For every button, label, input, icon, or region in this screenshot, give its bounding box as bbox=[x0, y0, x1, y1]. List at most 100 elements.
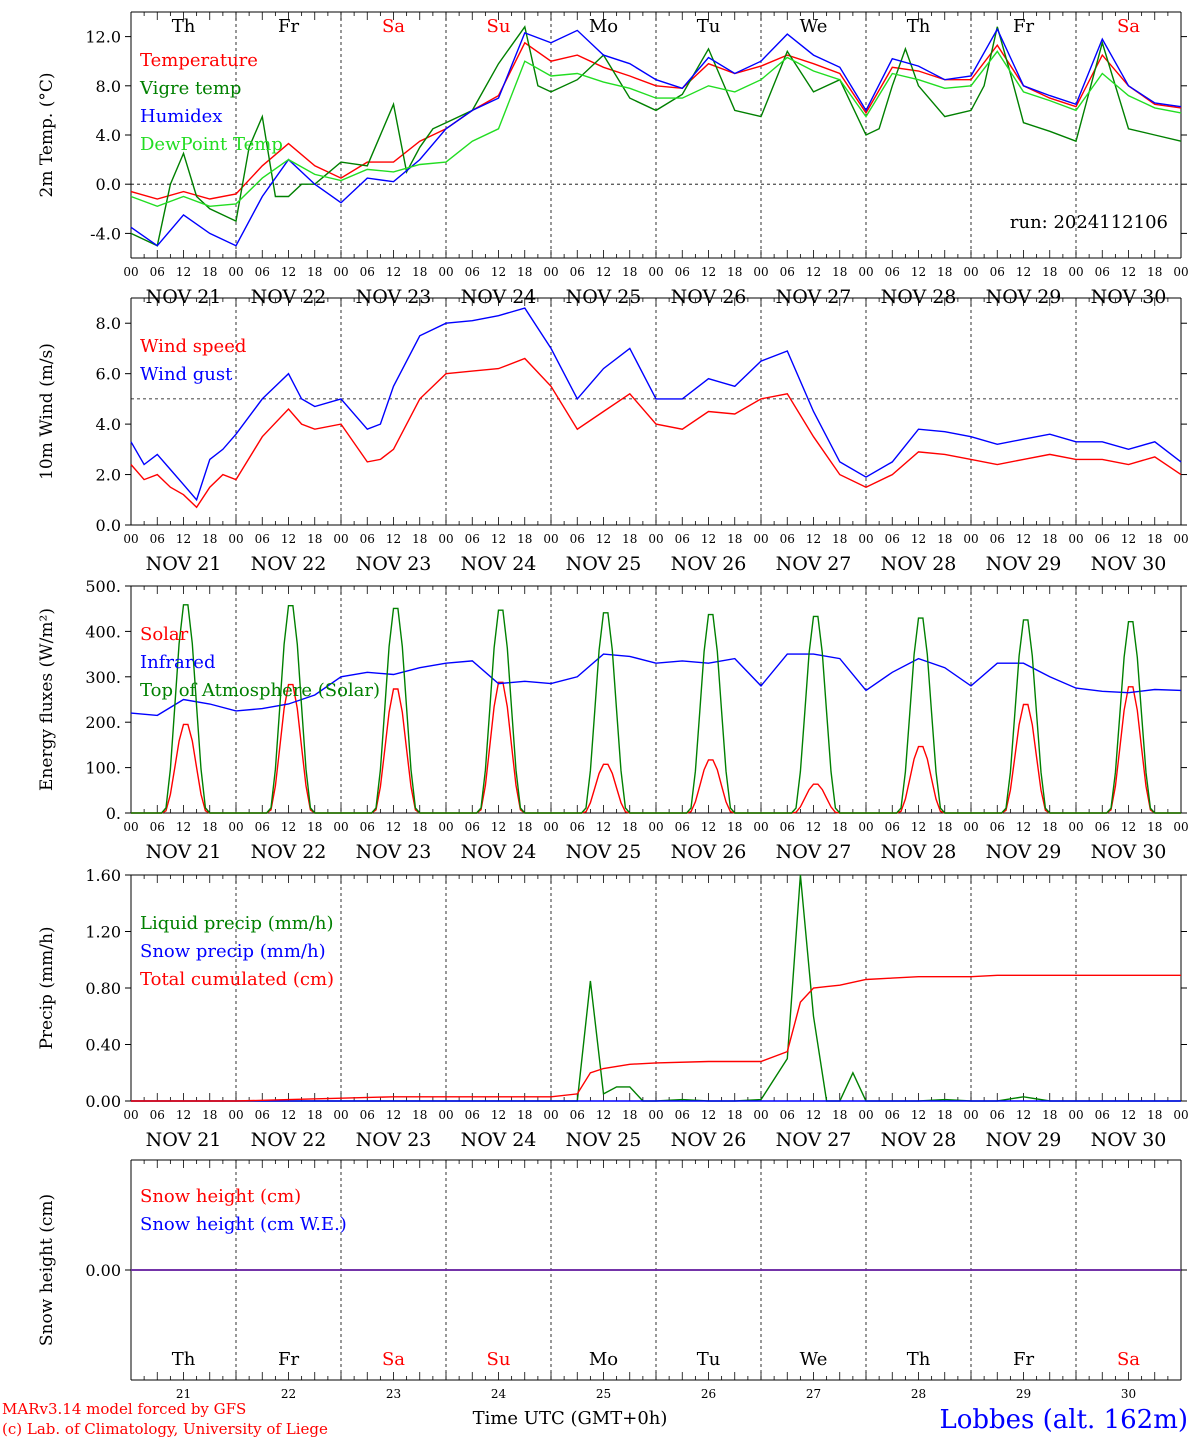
hour-label: 00 bbox=[858, 820, 873, 834]
hour-label: 12 bbox=[386, 820, 401, 834]
hour-label: 12 bbox=[281, 1108, 296, 1122]
hour-label: 06 bbox=[570, 532, 585, 546]
date-label: NOV 25 bbox=[566, 553, 642, 575]
hour-label: 00 bbox=[858, 1108, 873, 1122]
hour-label: 12 bbox=[386, 1108, 401, 1122]
date-label: NOV 21 bbox=[146, 1129, 222, 1151]
hour-label: 00 bbox=[228, 265, 243, 279]
series-line-2 bbox=[130, 307, 1182, 502]
date-label: NOV 24 bbox=[461, 286, 537, 308]
y-tick-label: 1.20 bbox=[85, 923, 121, 942]
date-label: NOV 26 bbox=[671, 1129, 747, 1151]
legend-entry: Snow height (cm) bbox=[140, 1186, 301, 1207]
hour-label: 12 bbox=[596, 265, 611, 279]
y-axis-label: Snow height (cm) bbox=[37, 1194, 57, 1346]
day-number: 21 bbox=[176, 1387, 191, 1401]
day-number: 30 bbox=[1121, 1387, 1136, 1401]
hour-label: 06 bbox=[780, 1108, 795, 1122]
y-tick-label: 500. bbox=[85, 577, 121, 596]
day-name: Sa bbox=[1117, 1349, 1140, 1370]
hour-label: 18 bbox=[832, 820, 847, 834]
series-line-1 bbox=[130, 357, 1182, 509]
date-label: NOV 26 bbox=[671, 841, 747, 863]
legend-entry: Solar bbox=[140, 624, 189, 645]
hour-label: 06 bbox=[780, 532, 795, 546]
hour-label: 12 bbox=[701, 265, 716, 279]
hour-label: 00 bbox=[438, 820, 453, 834]
hour-label: 06 bbox=[360, 820, 375, 834]
hour-label: 06 bbox=[150, 532, 165, 546]
legend-entry: Infrared bbox=[140, 652, 215, 673]
hour-label: 00 bbox=[963, 532, 978, 546]
day-name: Mo bbox=[589, 16, 618, 37]
hour-label: 12 bbox=[1121, 1108, 1136, 1122]
hour-label: 06 bbox=[885, 532, 900, 546]
y-tick-label: 0.0 bbox=[96, 516, 121, 535]
y-tick-label: 0.00 bbox=[85, 1261, 121, 1280]
hour-label: 18 bbox=[202, 532, 217, 546]
hour-label: 06 bbox=[675, 1108, 690, 1122]
day-number: 23 bbox=[386, 1387, 401, 1401]
hour-label: 18 bbox=[1042, 820, 1057, 834]
hour-label: 06 bbox=[1095, 820, 1110, 834]
y-tick-label: 0.40 bbox=[85, 1036, 121, 1055]
day-number: 26 bbox=[701, 1387, 716, 1401]
hour-label: 12 bbox=[281, 265, 296, 279]
date-label: NOV 21 bbox=[146, 553, 222, 575]
series-line-4 bbox=[130, 50, 1182, 208]
hour-label: 18 bbox=[307, 1108, 322, 1122]
hour-label: 00 bbox=[543, 820, 558, 834]
y-tick-label: 12.0 bbox=[85, 28, 121, 47]
hour-label: 12 bbox=[911, 532, 926, 546]
date-label: NOV 27 bbox=[776, 553, 852, 575]
hour-label: 18 bbox=[622, 265, 637, 279]
run-annotation: run: 2024112106 bbox=[1010, 212, 1168, 233]
legend-entry: Total cumulated (cm) bbox=[140, 969, 334, 990]
day-name: Fr bbox=[278, 1349, 299, 1370]
day-name: We bbox=[800, 16, 828, 37]
hour-label: 00 bbox=[333, 532, 348, 546]
hour-label: 18 bbox=[517, 1108, 532, 1122]
date-label: NOV 25 bbox=[566, 1129, 642, 1151]
series-line-3 bbox=[130, 27, 1182, 247]
hour-label: 18 bbox=[622, 820, 637, 834]
hour-label: 06 bbox=[150, 1108, 165, 1122]
hour-label: 06 bbox=[360, 1108, 375, 1122]
day-name: Th bbox=[907, 16, 931, 37]
day-name: Tu bbox=[697, 16, 721, 37]
hour-label: 18 bbox=[1147, 265, 1162, 279]
y-tick-label: 8.0 bbox=[96, 314, 121, 333]
hour-label: 06 bbox=[255, 265, 270, 279]
hour-label: 00 bbox=[123, 1108, 138, 1122]
hour-label: 00 bbox=[1173, 532, 1188, 546]
legend-entry: Vigre temp bbox=[139, 78, 241, 99]
date-label: NOV 22 bbox=[251, 841, 327, 863]
hour-label: 12 bbox=[491, 265, 506, 279]
day-name: Su bbox=[487, 1349, 511, 1370]
hour-label: 00 bbox=[438, 265, 453, 279]
hour-label: 18 bbox=[202, 1108, 217, 1122]
hour-label: 12 bbox=[1121, 532, 1136, 546]
hour-label: 00 bbox=[333, 265, 348, 279]
hour-label: 06 bbox=[360, 532, 375, 546]
hour-label: 12 bbox=[911, 265, 926, 279]
hour-label: 06 bbox=[1095, 1108, 1110, 1122]
legend-entry: Wind speed bbox=[140, 336, 246, 357]
hour-label: 00 bbox=[648, 532, 663, 546]
y-tick-label: 0.0 bbox=[96, 175, 121, 194]
y-tick-label: 100. bbox=[85, 759, 121, 778]
hour-label: 06 bbox=[255, 532, 270, 546]
hour-label: 06 bbox=[990, 532, 1005, 546]
hour-label: 18 bbox=[307, 265, 322, 279]
hour-label: 00 bbox=[648, 1108, 663, 1122]
date-label: NOV 21 bbox=[146, 286, 222, 308]
x-axis-label: Time UTC (GMT+0h) bbox=[473, 1408, 668, 1429]
hour-label: 12 bbox=[1121, 265, 1136, 279]
hour-label: 12 bbox=[596, 820, 611, 834]
day-name: Su bbox=[487, 16, 511, 37]
hour-label: 18 bbox=[517, 532, 532, 546]
hour-label: 00 bbox=[1068, 532, 1083, 546]
hour-label: 12 bbox=[1121, 820, 1136, 834]
hour-label: 18 bbox=[727, 532, 742, 546]
day-name: Sa bbox=[382, 16, 405, 37]
